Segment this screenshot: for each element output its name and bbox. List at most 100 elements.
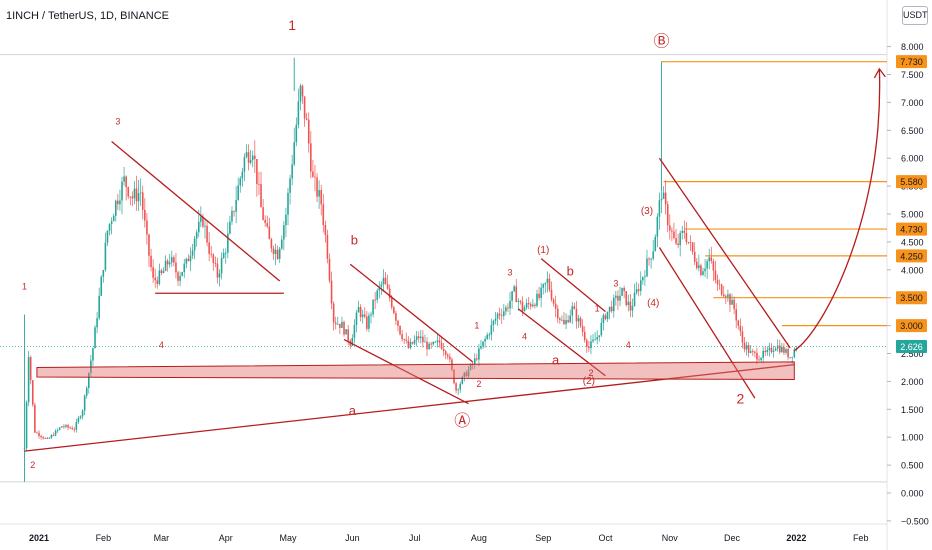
candle-body: [756, 352, 758, 360]
y-tick-label: 2.500: [901, 349, 924, 359]
wave-label: 2: [476, 379, 481, 389]
candle-body: [316, 177, 318, 197]
candle-body: [575, 308, 578, 322]
candle-body: [202, 216, 204, 227]
candle-body: [534, 304, 536, 306]
candle-body: [100, 276, 103, 296]
candle-body: [430, 343, 432, 345]
candle-body: [58, 427, 61, 430]
candle-body: [594, 339, 596, 341]
candle-body: [581, 326, 584, 332]
candle-body: [687, 241, 690, 243]
candle-body: [403, 339, 405, 340]
candle-body: [183, 263, 186, 273]
candle-body: [216, 263, 219, 278]
candle-body: [442, 348, 445, 352]
candle-body: [610, 306, 613, 312]
candle-body: [276, 249, 279, 259]
candle-body: [106, 230, 109, 243]
candle-body: [52, 435, 55, 436]
candle-body: [139, 192, 142, 194]
candle-body: [500, 315, 503, 317]
candle-body: [783, 347, 785, 353]
candle-body: [532, 304, 534, 307]
candle-body: [119, 200, 121, 205]
candle-body: [712, 261, 715, 271]
candle-body: [54, 430, 57, 436]
candle-body: [137, 193, 140, 202]
candle-body: [114, 200, 117, 216]
candle-body: [235, 199, 237, 212]
down-channel-upper-line: [658, 157, 791, 349]
candle-body: [73, 429, 76, 431]
candle-body: [75, 422, 78, 430]
candle-body: [488, 334, 491, 336]
candle-body: [453, 369, 455, 384]
candle-body: [741, 331, 744, 343]
candle-body: [150, 255, 152, 268]
candle-body: [778, 345, 781, 353]
candle-body: [695, 261, 698, 269]
candle-body: [218, 273, 221, 278]
candle-body: [727, 294, 729, 297]
y-tick-label: 0.500: [901, 461, 924, 471]
candle-body: [754, 351, 756, 353]
x-tick-label: Mar: [154, 533, 170, 543]
wave-label: 3: [115, 117, 120, 127]
candle-body: [635, 289, 638, 293]
candle-body: [521, 301, 524, 312]
candle-body: [617, 295, 619, 301]
candle-body: [627, 301, 630, 306]
candle-body: [154, 277, 156, 281]
flag-upper-line: [540, 258, 606, 313]
candle-body: [577, 318, 580, 322]
candle-body: [698, 265, 700, 269]
candle-body: [772, 350, 775, 352]
candle-body: [305, 118, 308, 120]
candle-body: [671, 230, 673, 232]
candle-body: [125, 176, 127, 188]
candle-body: [299, 85, 302, 102]
candle-body: [444, 351, 447, 355]
candle-body: [565, 320, 567, 325]
candle-body: [175, 262, 177, 273]
candle-body: [588, 346, 590, 349]
candle-body: [563, 319, 565, 325]
candle-body: [689, 242, 692, 243]
candle-body: [36, 432, 38, 434]
currency-button[interactable]: USDT: [902, 6, 928, 25]
candle-body: [146, 220, 148, 235]
candle-body: [320, 190, 322, 205]
candle-body: [679, 232, 681, 246]
candle-body: [25, 402, 28, 449]
candle-body: [579, 318, 582, 327]
candle-body: [438, 340, 441, 343]
candle-body: [704, 268, 706, 272]
candle-body: [135, 188, 138, 202]
candle-body: [270, 239, 273, 249]
target-price-label: 4.730: [900, 225, 923, 235]
candle-body: [527, 303, 530, 305]
candle-body: [233, 210, 235, 212]
candle-body: [718, 284, 721, 285]
candle-body: [725, 296, 727, 297]
candle-body: [195, 232, 198, 239]
candle-body: [370, 314, 372, 316]
target-price-tag: [896, 249, 927, 263]
candle-body: [752, 351, 754, 352]
candle-body: [353, 324, 356, 338]
candle-body: [208, 242, 210, 254]
candle-body: [160, 270, 163, 274]
candle-body: [434, 341, 437, 343]
candle-body: [706, 261, 708, 269]
candle-body: [642, 277, 644, 281]
candle-body: [249, 160, 252, 163]
price-axis: 8.0007.5007.0006.5006.0005.5005.0004.500…: [887, 42, 929, 526]
candle-body: [328, 258, 331, 281]
wedge-upper-line: [111, 140, 281, 282]
candle-body: [131, 196, 134, 199]
candle-body: [606, 311, 609, 320]
candle-body: [440, 342, 443, 349]
candle-body: [612, 297, 615, 312]
